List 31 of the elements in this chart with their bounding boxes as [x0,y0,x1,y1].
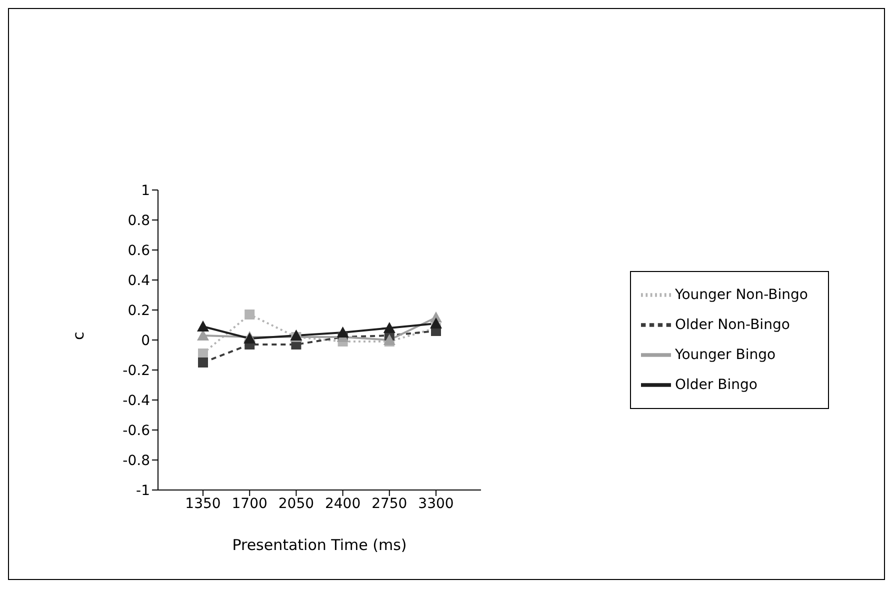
x-tick-label: 2400 [324,496,361,512]
legend-label: Younger Bingo [675,347,776,364]
y-axis-title: c [69,332,88,340]
x-tick-label: 1350 [185,496,221,512]
y-tick-label: -0.8 [122,452,150,469]
y-tick-label: -0.4 [122,392,150,409]
y-tick-label: -0.2 [122,362,150,379]
point [244,310,255,320]
x-tick-label: 3300 [418,496,454,512]
y-tick-label: 1 [141,182,150,199]
point [336,326,349,338]
point [383,322,396,333]
y-tick-label: 0.4 [128,272,150,289]
y-tick-label: 0.8 [128,212,150,229]
y-tick-label: -1 [136,482,150,499]
x-tick-label: 2050 [278,496,314,512]
x-tick-label: 1700 [232,496,268,512]
y-tick-label: -0.6 [122,422,150,439]
legend-label: Older Non-Bingo [675,317,790,334]
x-axis-title: Presentation Time (ms) [232,536,407,554]
point [197,320,209,332]
x-tick-label: 2750 [372,496,408,512]
legend-label: Younger Non-Bingo [675,287,808,304]
y-tick-label: 0.2 [128,302,150,319]
legend-label: Older Bingo [675,377,758,394]
y-tick-label: 0.6 [128,242,150,259]
point [430,318,442,328]
point [198,348,208,358]
point [198,358,208,368]
y-tick-label: 0 [141,332,150,349]
point [383,334,396,345]
